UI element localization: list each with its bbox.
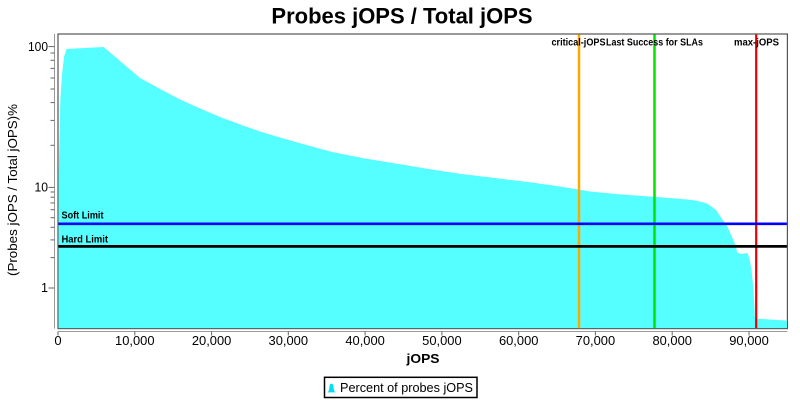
svg-text:90,000: 90,000 [729, 333, 769, 348]
svg-text:Hard Limit: Hard Limit [62, 235, 109, 246]
svg-text:30,000: 30,000 [269, 333, 309, 348]
svg-text:Last Success for SLAs: Last Success for SLAs [606, 38, 703, 49]
svg-text:0: 0 [54, 333, 61, 348]
svg-text:1: 1 [41, 281, 48, 295]
svg-text:40,000: 40,000 [345, 333, 385, 348]
svg-text:20,000: 20,000 [192, 333, 232, 348]
svg-text:critical-jOPS: critical-jOPS [552, 38, 606, 49]
svg-text:10: 10 [35, 181, 49, 195]
svg-text:70,000: 70,000 [576, 333, 616, 348]
svg-text:60,000: 60,000 [499, 333, 539, 348]
svg-text:10,000: 10,000 [115, 333, 155, 348]
svg-text:50,000: 50,000 [422, 333, 462, 348]
svg-text:80,000: 80,000 [652, 333, 692, 348]
svg-text:Soft Limit: Soft Limit [62, 211, 105, 222]
svg-text:100: 100 [28, 40, 48, 54]
svg-text:jOPS: jOPS [405, 351, 439, 366]
svg-text:Probes jOPS / Total jOPS: Probes jOPS / Total jOPS [271, 4, 532, 29]
svg-text:Percent of probes jOPS: Percent of probes jOPS [340, 380, 473, 395]
svg-text:(Probes jOPS / Total jOPS)%: (Probes jOPS / Total jOPS)% [6, 104, 20, 276]
svg-text:max-jOPS: max-jOPS [734, 38, 779, 49]
